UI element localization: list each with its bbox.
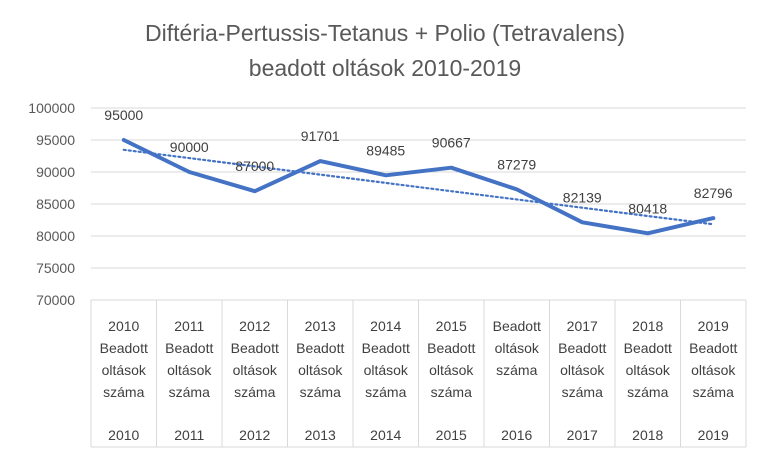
category-label: Beadott — [165, 340, 213, 356]
data-label: 82796 — [694, 185, 733, 201]
chart-title-line-2: beadott oltások 2010-2019 — [249, 55, 521, 81]
category-label: oltások — [364, 362, 409, 378]
category-year-label: 2010 — [108, 427, 139, 443]
category-label: száma — [627, 384, 668, 400]
category-label: száma — [496, 362, 537, 378]
category-label: oltások — [691, 362, 736, 378]
trendline — [122, 148, 715, 226]
chart-title-line-1: Diftéria-Pertussis-Tetanus + Polio (Tetr… — [145, 20, 625, 46]
category-label: száma — [365, 384, 406, 400]
data-label: 90667 — [432, 135, 471, 151]
category-year-label: 2015 — [436, 427, 467, 443]
category-label: oltások — [298, 362, 343, 378]
category-label: száma — [234, 384, 275, 400]
category-year-label: 2011 — [174, 427, 204, 443]
category-label: Beadott — [689, 340, 737, 356]
category-label: 2014 — [370, 318, 401, 334]
category-label: 2010 — [108, 318, 139, 334]
category-label: száma — [693, 384, 734, 400]
category-label: oltások — [233, 362, 278, 378]
category-label: Beadott — [296, 340, 344, 356]
data-label: 87000 — [235, 158, 274, 174]
category-year-label: 2019 — [698, 427, 729, 443]
category-label: oltások — [102, 362, 147, 378]
category-label: oltások — [560, 362, 605, 378]
y-tick-label: 90000 — [36, 164, 75, 180]
category-label: 2012 — [239, 318, 270, 334]
category-label: 2015 — [436, 318, 467, 334]
series-path — [121, 138, 716, 236]
category-label: száma — [300, 384, 341, 400]
category-year-label: 2017 — [567, 427, 598, 443]
category-label: oltások — [167, 362, 212, 378]
category-label: Beadott — [558, 340, 606, 356]
category-label: 2011 — [174, 318, 204, 334]
data-label: 89485 — [366, 142, 405, 158]
y-tick-label: 100000 — [28, 100, 75, 116]
category-year-label: 2016 — [501, 427, 532, 443]
y-tick-label: 70000 — [36, 292, 75, 308]
category-table: 2010 Beadott oltások száma 2010 2011 Beadott ol… — [90, 300, 747, 448]
category-label: Beadott — [362, 340, 410, 356]
category-label: száma — [431, 384, 472, 400]
category-label: Beadott — [427, 340, 475, 356]
category-label: száma — [103, 384, 144, 400]
category-label: száma — [169, 384, 210, 400]
category-label: oltások — [626, 362, 671, 378]
y-tick-label: 85000 — [36, 196, 75, 212]
category-label: 2019 — [698, 318, 729, 334]
data-label: 80418 — [628, 200, 667, 216]
data-label: 95000 — [104, 107, 143, 123]
category-year-label: 2014 — [370, 427, 401, 443]
data-label: 82139 — [563, 189, 602, 205]
category-label: 2013 — [305, 318, 336, 334]
data-label: 90000 — [170, 139, 209, 155]
y-axis: 70000 75000 80000 85000 90000 95000 100000 — [28, 100, 75, 308]
series-line — [121, 138, 716, 236]
category-label: Beadott — [231, 340, 279, 356]
category-label: oltások — [495, 340, 540, 356]
y-tick-label: 80000 — [36, 228, 75, 244]
trendline-path — [122, 148, 715, 226]
data-labels: 95000 90000 87000 91701 89485 90667 87279 82139… — [104, 107, 733, 216]
category-year-label: 2018 — [632, 427, 663, 443]
y-tick-label: 95000 — [36, 132, 75, 148]
category-label: oltások — [429, 362, 474, 378]
category-label: Beadott — [493, 318, 541, 334]
y-tick-label: 75000 — [36, 260, 75, 276]
data-label: 91701 — [301, 128, 340, 144]
category-label: száma — [562, 384, 603, 400]
category-label: Beadott — [624, 340, 672, 356]
data-label: 87279 — [497, 156, 536, 172]
category-year-label: 2013 — [305, 427, 336, 443]
category-label: 2018 — [632, 318, 663, 334]
category-year-label: 2012 — [239, 427, 270, 443]
category-label: 2017 — [567, 318, 598, 334]
category-label: Beadott — [100, 340, 148, 356]
